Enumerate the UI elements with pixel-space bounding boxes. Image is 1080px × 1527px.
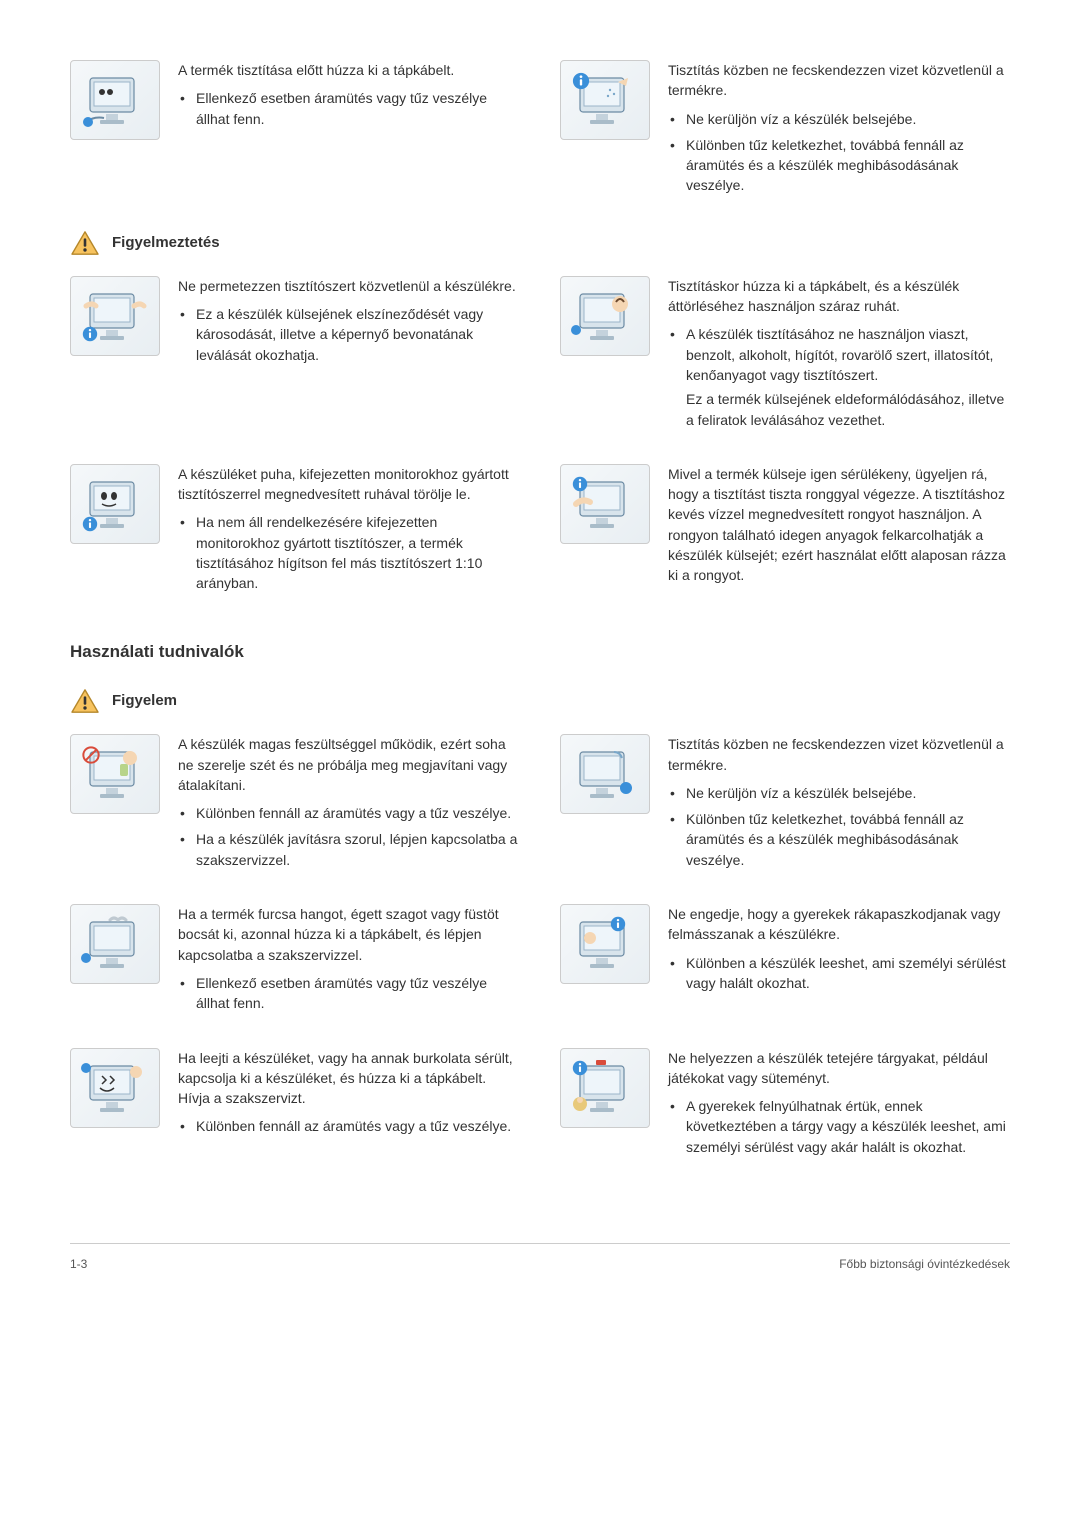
bullet-list: Különben a készülék leeshet, ami személy…	[668, 953, 1010, 994]
bullet-item: Ne kerüljön víz a készülék belsejébe.	[668, 109, 1010, 129]
section-figyelmeztetes: Figyelmeztetés	[70, 230, 1010, 256]
figy-r1-right: Tisztításkor húzza ki a tápkábelt, és a …	[560, 276, 1010, 436]
text-block: A készülék magas feszültséggel működik, …	[178, 734, 520, 876]
figy-r2-left: A készüléket puha, kifejezetten monitoro…	[70, 464, 520, 600]
cleaning-left: A termék tisztítása előtt húzza ki a táp…	[70, 60, 520, 202]
figyelem-row-1: A készülék magas feszültséggel működik, …	[70, 734, 1010, 876]
cleaning-right-text: Tisztítás közben ne fecskendezzen vizet …	[668, 60, 1010, 202]
bullet-list: A gyerekek felnyúlhatnak értük, ennek kö…	[668, 1096, 1010, 1157]
bullet-list: Különben fennáll az áramütés vagy a tűz …	[178, 803, 520, 870]
cleaning-left-text: A termék tisztítása előtt húzza ki a táp…	[178, 60, 520, 202]
cleaning-row-1: A termék tisztítása előtt húzza ki a táp…	[70, 60, 1010, 202]
bullet-item: A gyerekek felnyúlhatnak értük, ennek kö…	[668, 1096, 1010, 1157]
bullet-item: Ne kerüljön víz a készülék belsejébe.	[668, 783, 1010, 803]
bullet-item: Különben fennáll az áramütés vagy a tűz …	[178, 1116, 520, 1136]
section-title: Figyelmeztetés	[112, 232, 220, 254]
lead-text: Ha a termék furcsa hangot, égett szagot …	[178, 904, 520, 965]
illustration-smoke	[70, 904, 160, 984]
warning-triangle-icon	[70, 230, 100, 256]
figyelmeztetes-row-1: Ne permetezzen tisztítószert közvetlenül…	[70, 276, 1010, 436]
figyelem-r3-left: Ha leejti a készüléket, vagy ha annak bu…	[70, 1048, 520, 1163]
bullet-list: Ne kerüljön víz a készülék belsejébe. Kü…	[668, 783, 1010, 870]
illustration-no-detergent-spray	[70, 276, 160, 356]
lead-text: Ne engedje, hogy a gyerekek rákapaszkodj…	[668, 904, 1010, 945]
section-hasznalati: Használati tudnivalók	[70, 640, 1010, 665]
figyelem-r3-right: Ne helyezzen a készülék tetejére tárgyak…	[560, 1048, 1010, 1163]
section-title: Használati tudnivalók	[70, 640, 244, 665]
text-block: Ne permetezzen tisztítószert közvetlenül…	[178, 276, 520, 436]
page-number: 1-3	[70, 1256, 87, 1273]
figyelem-row-2: Ha a termék furcsa hangot, égett szagot …	[70, 904, 1010, 1019]
illustration-no-spray	[560, 60, 650, 140]
illustration-clean-rag	[560, 464, 650, 544]
bullet-item: Különben tűz keletkezhet, továbbá fennál…	[668, 809, 1010, 870]
lead-text: Tisztítás közben ne fecskendezzen vizet …	[668, 60, 1010, 101]
bullet-item: Ellenkező esetben áramütés vagy tűz vesz…	[178, 88, 520, 129]
illustration-no-climb	[560, 904, 650, 984]
section-figyelem: Figyelem	[70, 688, 1010, 714]
bullet-item: Különben tűz keletkezhet, továbbá fennál…	[668, 135, 1010, 196]
lead-text: A készüléket puha, kifejezetten monitoro…	[178, 464, 520, 505]
figy-r2-right: Mivel a termék külseje igen sérülékeny, …	[560, 464, 1010, 600]
bullet-main: A készülék tisztításához ne használjon v…	[686, 326, 993, 383]
illustration-unplug	[70, 60, 160, 140]
illustration-soft-cloth	[70, 464, 160, 544]
text-block: Ha leejti a készüléket, vagy ha annak bu…	[178, 1048, 520, 1163]
figy-r1-left: Ne permetezzen tisztítószert közvetlenül…	[70, 276, 520, 436]
footer-title: Főbb biztonsági óvintézkedések	[839, 1256, 1010, 1273]
figyelem-r1-right: Tisztítás közben ne fecskendezzen vizet …	[560, 734, 1010, 876]
text-block: Ha a termék furcsa hangot, égett szagot …	[178, 904, 520, 1019]
bullet-list: Ez a készülék külsejének elszíneződését …	[178, 304, 520, 365]
text-block: Ne engedje, hogy a gyerekek rákapaszkodj…	[668, 904, 1010, 1019]
bullet-item: Különben fennáll az áramütés vagy a tűz …	[178, 803, 520, 823]
bullet-item: Ha a készülék javításra szorul, lépjen k…	[178, 829, 520, 870]
figyelem-r2-left: Ha a termék furcsa hangot, égett szagot …	[70, 904, 520, 1019]
bullet-list: Ne kerüljön víz a készülék belsejébe. Kü…	[668, 109, 1010, 196]
bullet-list: Ha nem áll rendelkezésére kifejezetten m…	[178, 512, 520, 593]
bullet-item: Ellenkező esetben áramütés vagy tűz vesz…	[178, 973, 520, 1014]
illustration-no-objects-on-top	[560, 1048, 650, 1128]
bullet-item: Különben a készülék leeshet, ami személy…	[668, 953, 1010, 994]
bullet-list: Különben fennáll az áramütés vagy a tűz …	[178, 1116, 520, 1136]
text-block: A készüléket puha, kifejezetten monitoro…	[178, 464, 520, 600]
figyelem-r1-left: A készülék magas feszültséggel működik, …	[70, 734, 520, 876]
lead-text: Ne helyezzen a készülék tetejére tárgyak…	[668, 1048, 1010, 1089]
bullet-list: Ellenkező esetben áramütés vagy tűz vesz…	[178, 973, 520, 1014]
illustration-dry-cloth	[560, 276, 650, 356]
lead-text: Mivel a termék külseje igen sérülékeny, …	[668, 464, 1010, 586]
figyelem-row-3: Ha leejti a készüléket, vagy ha annak bu…	[70, 1048, 1010, 1163]
text-block: Ne helyezzen a készülék tetejére tárgyak…	[668, 1048, 1010, 1163]
bullet-item: A készülék tisztításához ne használjon v…	[668, 324, 1010, 429]
text-block: Mivel a termék külseje igen sérülékeny, …	[668, 464, 1010, 600]
lead-text: A készülék magas feszültséggel működik, …	[178, 734, 520, 795]
section-title: Figyelem	[112, 690, 177, 712]
illustration-dropped	[70, 1048, 160, 1128]
text-block: Tisztításkor húzza ki a tápkábelt, és a …	[668, 276, 1010, 436]
lead-text: Ha leejti a készüléket, vagy ha annak bu…	[178, 1048, 520, 1109]
figyelem-r2-right: Ne engedje, hogy a gyerekek rákapaszkodj…	[560, 904, 1010, 1019]
cleaning-right: Tisztítás közben ne fecskendezzen vizet …	[560, 60, 1010, 202]
bullet-item: Ez a készülék külsejének elszíneződését …	[178, 304, 520, 365]
lead-text: Tisztításkor húzza ki a tápkábelt, és a …	[668, 276, 1010, 317]
lead-text: Tisztítás közben ne fecskendezzen vizet …	[668, 734, 1010, 775]
lead-text: A termék tisztítása előtt húzza ki a táp…	[178, 60, 520, 80]
bullet-item: Ha nem áll rendelkezésére kifejezetten m…	[178, 512, 520, 593]
lead-text: Ne permetezzen tisztítószert közvetlenül…	[178, 276, 520, 296]
illustration-no-disassemble	[70, 734, 160, 814]
page-footer: 1-3 Főbb biztonsági óvintézkedések	[70, 1243, 1010, 1273]
figyelmeztetes-row-2: A készüléket puha, kifejezetten monitoro…	[70, 464, 1010, 600]
bullet-list: A készülék tisztításához ne használjon v…	[668, 324, 1010, 429]
text-block: Tisztítás közben ne fecskendezzen vizet …	[668, 734, 1010, 876]
warning-triangle-icon	[70, 688, 100, 714]
bullet-list: Ellenkező esetben áramütés vagy tűz vesz…	[178, 88, 520, 129]
bullet-sub: Ez a termék külsejének eldeformálódásáho…	[686, 389, 1010, 430]
illustration-no-water	[560, 734, 650, 814]
